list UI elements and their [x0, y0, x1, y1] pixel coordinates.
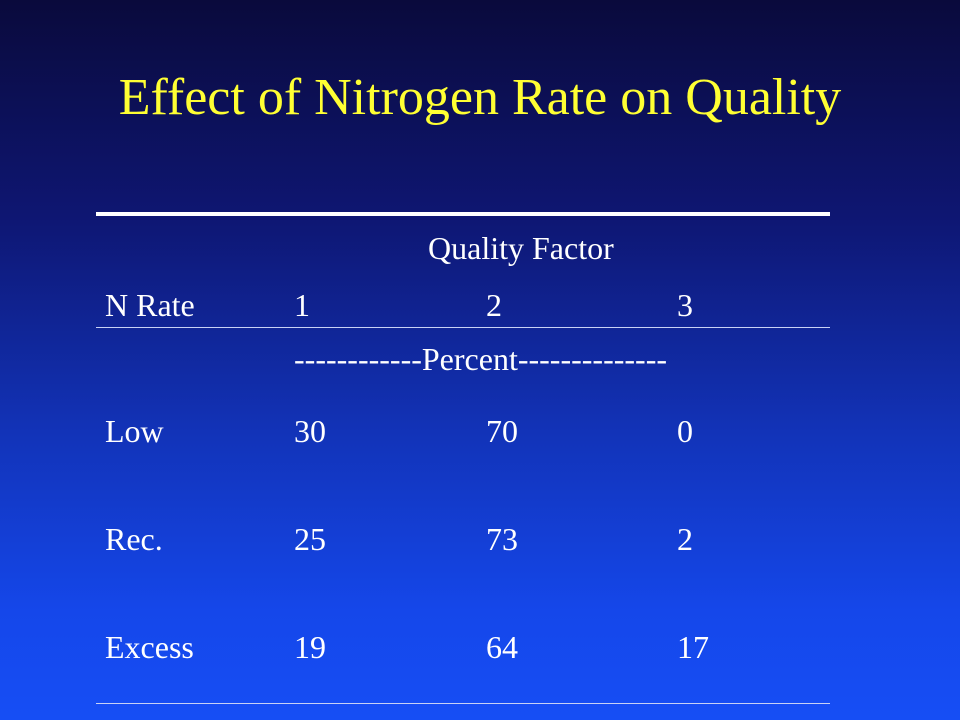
row-label-rec: Rec.	[105, 521, 163, 557]
cell-rec-factor-2: 73	[486, 521, 518, 557]
quality-factor-header: Quality Factor	[428, 230, 614, 266]
row-label-excess: Excess	[105, 629, 194, 665]
table-bottom-divider	[96, 703, 830, 704]
cell-rec-factor-3: 2	[677, 521, 693, 557]
column-header-factor-2: 2	[486, 287, 502, 323]
cell-low-factor-3: 0	[677, 413, 693, 449]
column-header-factor-3: 3	[677, 287, 693, 323]
column-header-n-rate: N Rate	[105, 287, 195, 323]
slide-title: Effect of Nitrogen Rate on Quality	[118, 69, 842, 126]
row-label-low: Low	[105, 413, 164, 449]
cell-low-factor-1: 30	[294, 413, 326, 449]
cell-excess-factor-1: 19	[294, 629, 326, 665]
header-divider	[96, 327, 830, 328]
cell-excess-factor-2: 64	[486, 629, 518, 665]
title-divider	[96, 212, 830, 216]
percent-unit-row: ------------Percent--------------	[294, 341, 668, 377]
column-header-factor-1: 1	[294, 287, 310, 323]
cell-excess-factor-3: 17	[677, 629, 709, 665]
cell-low-factor-2: 70	[486, 413, 518, 449]
cell-rec-factor-1: 25	[294, 521, 326, 557]
